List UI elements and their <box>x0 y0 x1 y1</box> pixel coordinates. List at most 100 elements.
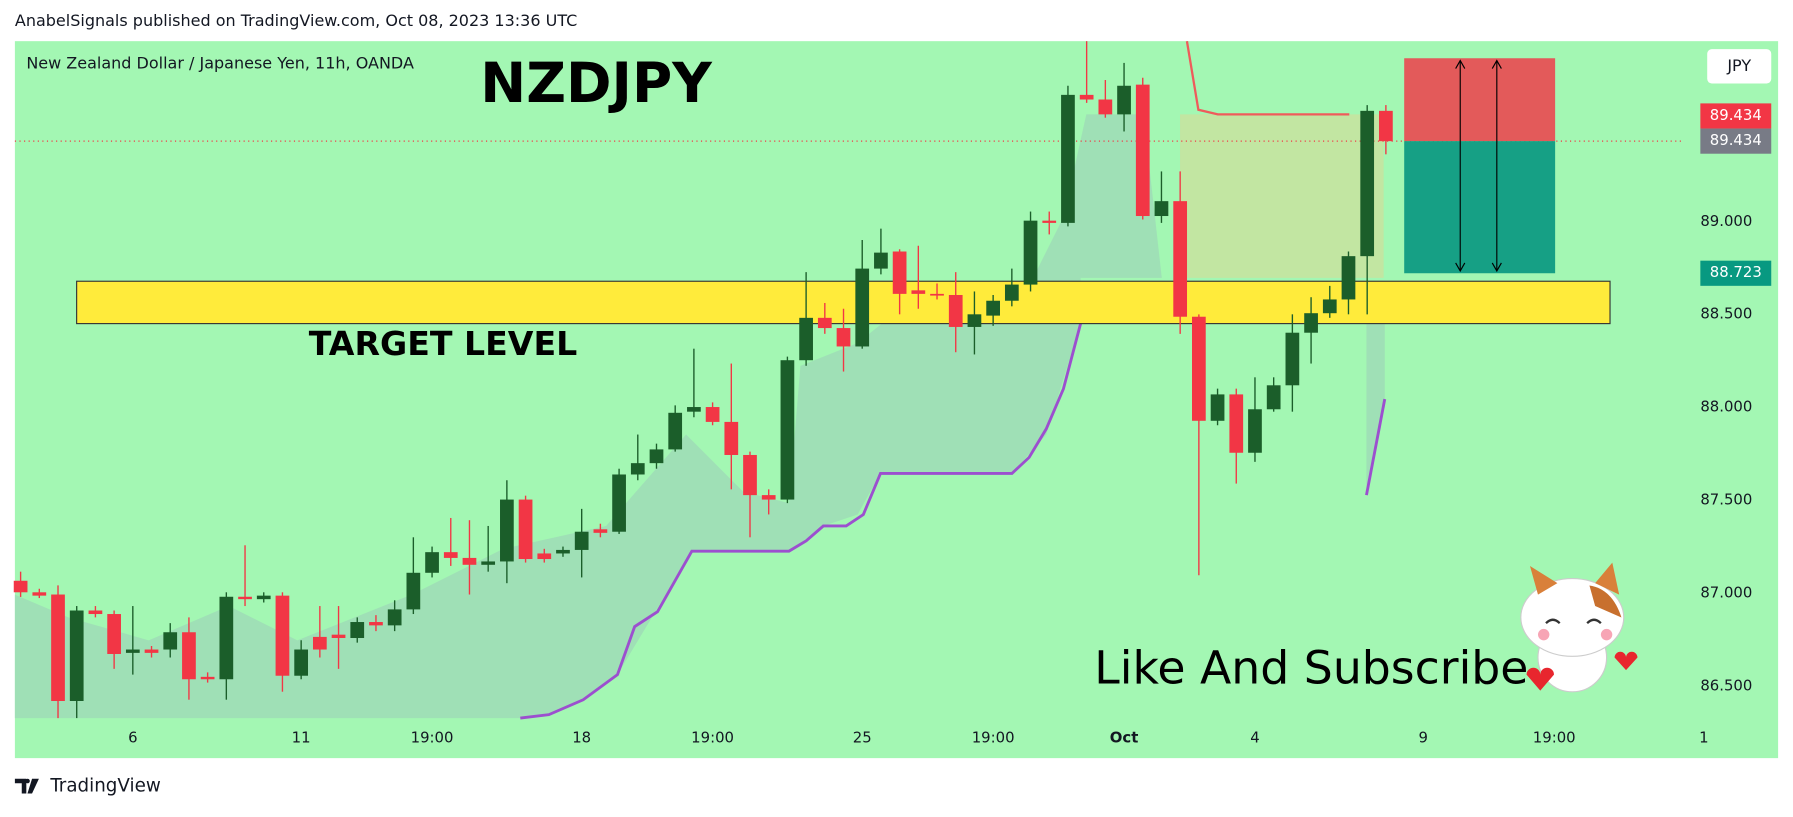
candle-body <box>892 251 907 294</box>
candle-body <box>481 561 496 565</box>
candle-body <box>1079 94 1094 100</box>
candle-body <box>986 300 1000 316</box>
currency-button[interactable] <box>1707 49 1772 84</box>
candle-body <box>1285 332 1300 386</box>
arrow-head <box>1491 59 1502 273</box>
candle-body <box>967 314 982 327</box>
candle-body <box>518 499 533 560</box>
candle-body <box>69 610 84 701</box>
candle-body <box>1023 220 1038 285</box>
candle-body <box>1379 110 1393 142</box>
candle-body <box>1266 385 1281 410</box>
chart-title: NZDJPY <box>480 51 713 115</box>
candle-body <box>1229 394 1244 453</box>
candle-body <box>462 557 477 565</box>
y-tick-label: 88.500 <box>1700 305 1752 323</box>
y-tick-label: 88.000 <box>1700 398 1752 416</box>
candle-body <box>443 552 458 558</box>
candle-body <box>1098 99 1113 115</box>
x-tick-label: 18 <box>572 729 591 747</box>
candle-body <box>107 614 121 654</box>
price-tag <box>1700 260 1772 286</box>
candle-body <box>331 634 346 639</box>
candle-body <box>219 596 234 680</box>
candle-body <box>1210 394 1225 421</box>
candle-body <box>406 572 421 610</box>
candle-body <box>1154 201 1169 217</box>
candle-body <box>817 317 832 329</box>
y-tick-label: 86.500 <box>1700 676 1752 694</box>
candle-body <box>1061 94 1075 223</box>
price-tag-label: 89.434 <box>1710 106 1762 124</box>
candle-body <box>630 463 645 475</box>
candle-body <box>1004 284 1019 301</box>
price-tag-label: 88.723 <box>1710 263 1762 281</box>
x-tick-label: 19:00 <box>691 729 734 747</box>
x-tick-label: 19:00 <box>1533 729 1576 747</box>
candle-body <box>144 649 159 653</box>
candle-body <box>294 649 309 676</box>
mascot <box>1520 562 1638 693</box>
candle-body <box>500 499 514 562</box>
candle-body <box>1135 84 1150 217</box>
candle-body <box>593 529 608 533</box>
y-tick-label: 87.000 <box>1700 583 1752 601</box>
arrow-head <box>1455 59 1466 273</box>
candle-body <box>687 407 701 412</box>
candle-body <box>537 553 552 560</box>
x-tick-label: 1 <box>1699 729 1708 747</box>
candle-body <box>1117 85 1131 115</box>
candle-body <box>649 449 664 464</box>
candle-body <box>668 412 683 450</box>
candle-body <box>799 317 813 361</box>
y-tick-label: 89.000 <box>1700 212 1752 230</box>
x-tick-label: 25 <box>853 729 872 747</box>
x-tick-label: 19:00 <box>972 729 1015 747</box>
x-tick-label: 4 <box>1250 729 1259 747</box>
candle-body <box>51 594 65 701</box>
candle-body <box>930 293 944 296</box>
position-risk <box>1404 58 1556 142</box>
candle-body <box>724 421 739 455</box>
candle-body <box>836 328 851 347</box>
tradingview-logo <box>14 778 39 794</box>
x-tick-label: 9 <box>1419 729 1428 747</box>
position-reward <box>1404 141 1556 274</box>
price-tag <box>1700 128 1772 154</box>
symbol-description: New Zealand Dollar / Japanese Yen, 11h, … <box>26 54 414 73</box>
candle-body <box>125 649 140 653</box>
candle-body <box>855 268 870 347</box>
candle-body <box>88 610 103 615</box>
candle-body <box>1360 110 1375 257</box>
zone-label: TARGET LEVEL <box>309 324 577 363</box>
subscribe-text: Like And Subscribe <box>1094 642 1528 695</box>
footer-brand: TradingView <box>49 776 161 797</box>
candle-body <box>163 632 178 650</box>
candle-body <box>1248 409 1262 453</box>
candle-body <box>182 632 196 680</box>
candle-body <box>1042 220 1057 223</box>
candle-body <box>238 596 252 600</box>
candle-body <box>948 294 963 327</box>
candle-body <box>874 252 888 269</box>
candle-body <box>612 474 626 532</box>
candle-body <box>556 549 570 554</box>
x-tick-label: 19:00 <box>411 729 454 747</box>
candle-body <box>1304 313 1318 333</box>
x-tick-label: 6 <box>128 729 137 747</box>
currency-label: JPY <box>1726 56 1751 75</box>
candle-body <box>369 622 383 626</box>
candle-body <box>1173 201 1188 317</box>
price-tag-label: 89.434 <box>1710 131 1762 149</box>
candle-body <box>350 622 365 639</box>
candle-body <box>256 595 271 600</box>
candle-body <box>1192 316 1206 421</box>
candle-body <box>200 676 215 680</box>
candle-body <box>911 290 926 294</box>
candle-body <box>32 592 47 596</box>
x-tick-label: 11 <box>292 729 311 747</box>
candle-body <box>743 454 757 496</box>
price-tag <box>1700 103 1772 129</box>
candle-body <box>705 407 720 422</box>
